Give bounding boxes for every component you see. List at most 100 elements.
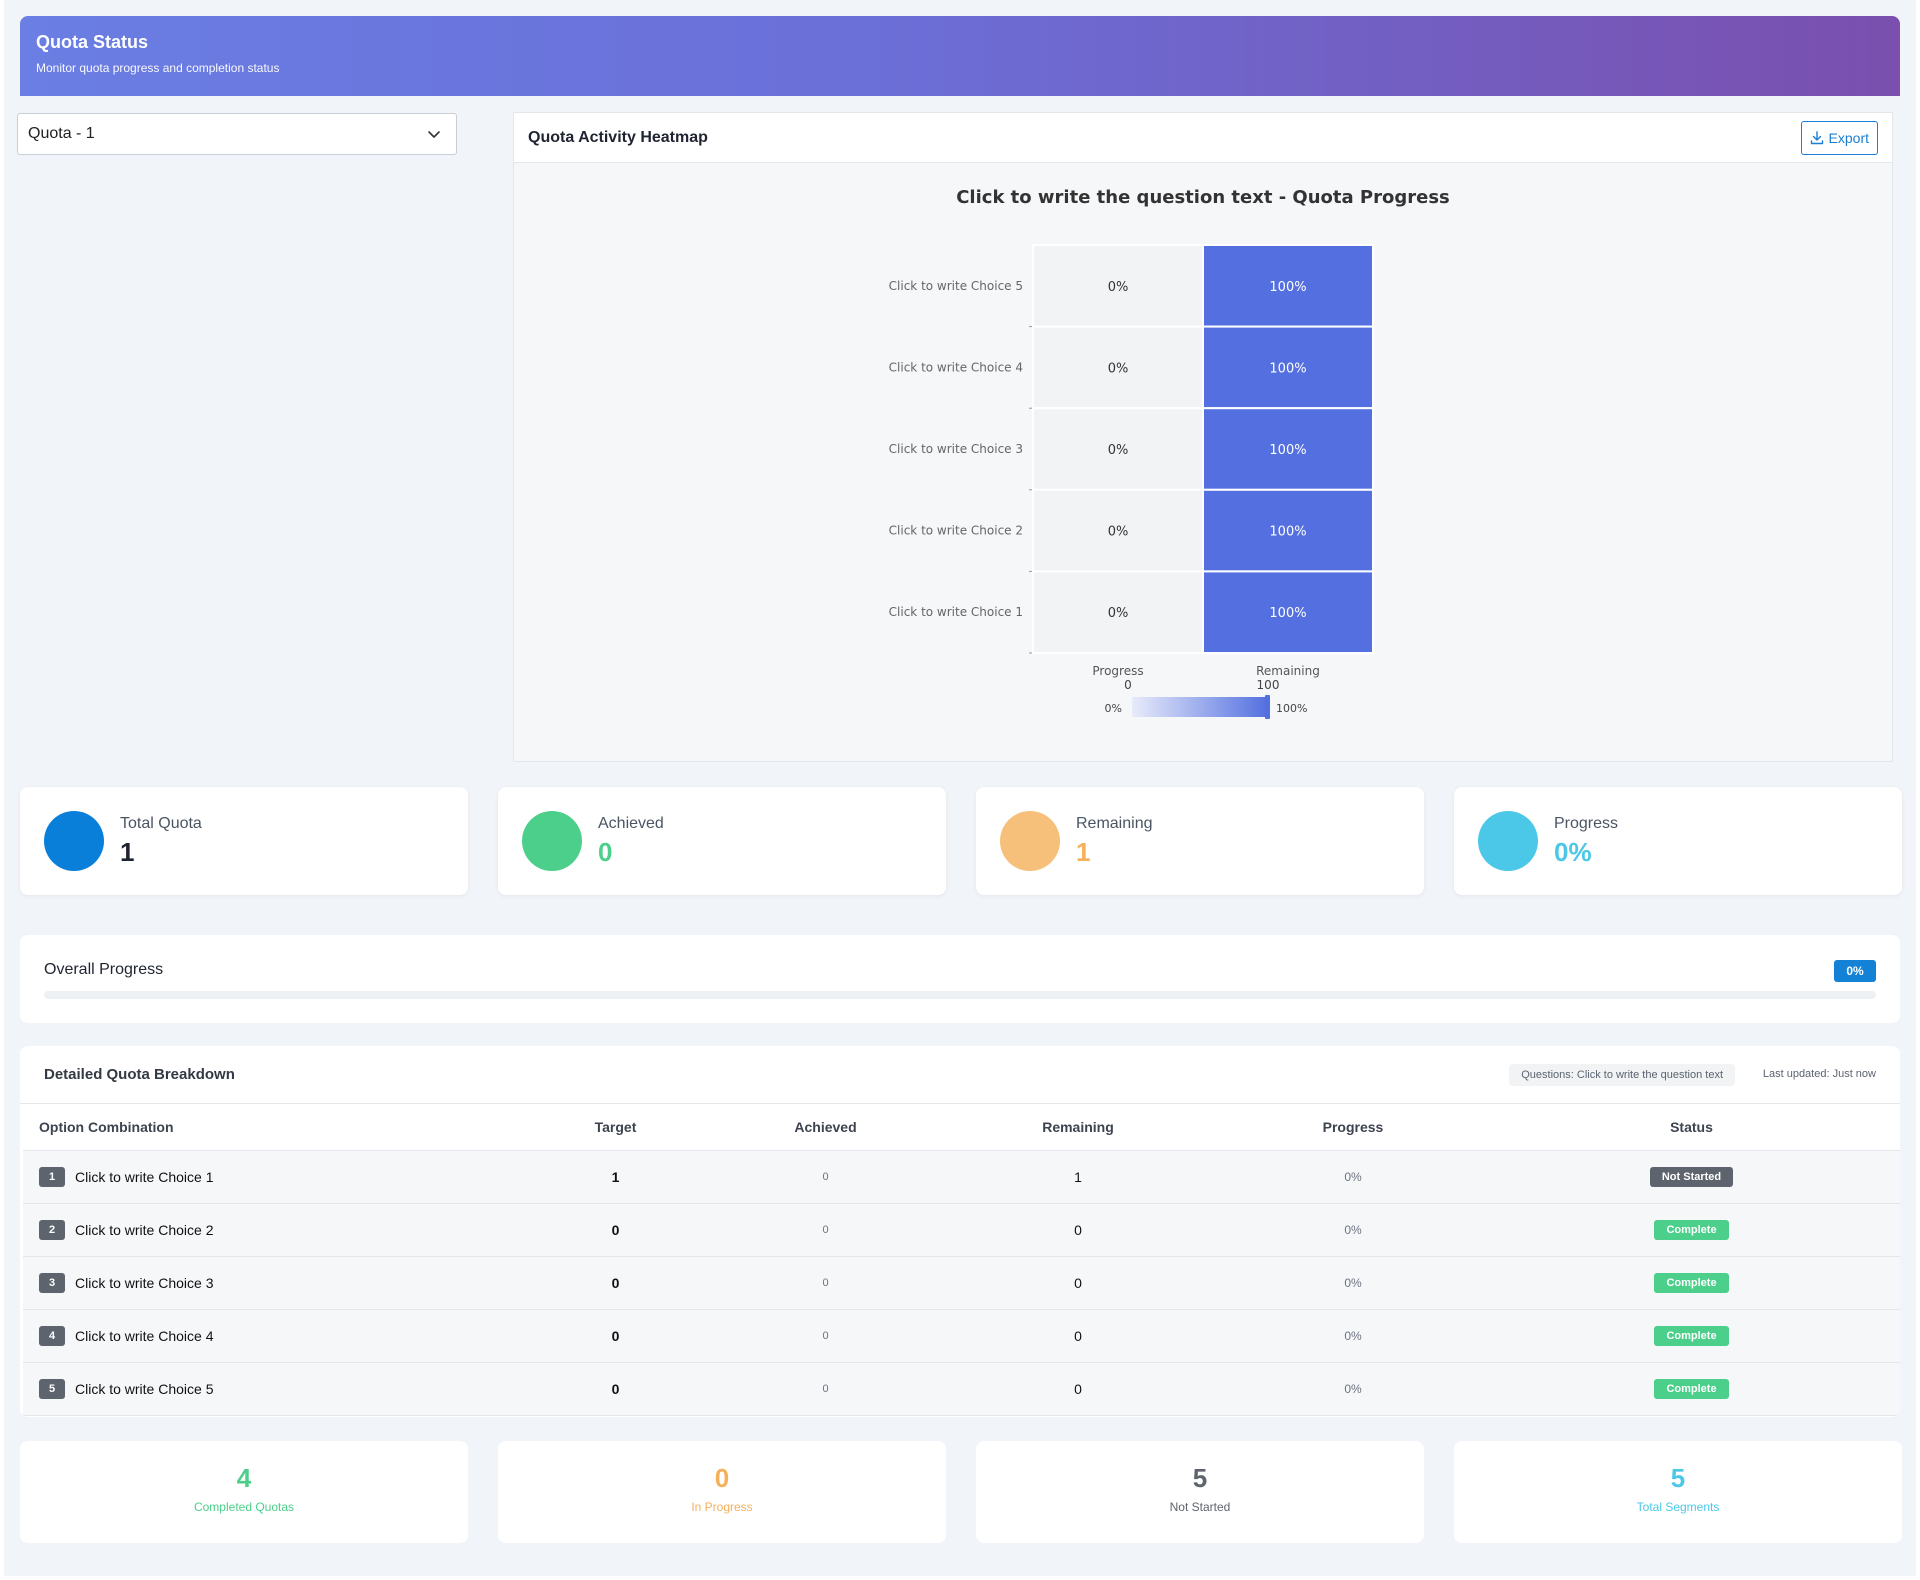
heatmap-card: Quota Activity Heatmap Export Click to w… — [513, 112, 1893, 762]
color-scale-handle — [1265, 695, 1270, 719]
stat-value: 1 — [1076, 837, 1091, 867]
color-scale-min-label: 0% — [1105, 702, 1122, 715]
heatmap-cell-label: 0% — [1108, 361, 1129, 376]
column-header[interactable]: Option Combination — [23, 1104, 513, 1151]
page: Quota Status Monitor quota progress and … — [4, 0, 1916, 1576]
stat-card-achieved: Achieved 0 — [498, 787, 946, 895]
heatmap-cell — [1202, 244, 1374, 328]
status-cell: Complete — [1483, 1362, 1900, 1416]
stat-dot-icon — [1000, 811, 1060, 871]
breakdown-card: Detailed Quota Breakdown Questions: Clic… — [20, 1046, 1900, 1417]
table-row[interactable]: 4 Click to write Choice 4 0 0 0 0% Comple… — [23, 1309, 1900, 1363]
stat-dot-icon — [522, 811, 582, 871]
column-header[interactable]: Achieved — [718, 1104, 933, 1151]
status-cell: Complete — [1483, 1309, 1900, 1363]
row-index-badge: 3 — [39, 1272, 65, 1293]
column-header[interactable]: Status — [1483, 1104, 1900, 1151]
progress-cell: 0% — [1223, 1203, 1483, 1257]
heatmap-card-header: Quota Activity Heatmap Export — [514, 113, 1892, 163]
stat-dot-icon — [1478, 811, 1538, 871]
summary-label: Total Segments — [1636, 1500, 1720, 1514]
progress-cell: 0% — [1223, 1150, 1483, 1204]
color-scale-bar — [1132, 697, 1268, 717]
overall-progress-card: Overall Progress 0% — [20, 935, 1900, 1023]
progress-cell: 0% — [1223, 1309, 1483, 1363]
export-button[interactable]: Export — [1800, 121, 1878, 155]
heatmap-cell — [1032, 570, 1204, 654]
stat-value: 1 — [120, 837, 135, 867]
remaining-cell: 0 — [933, 1362, 1223, 1416]
remaining-cell: 0 — [933, 1256, 1223, 1310]
status-cell: Not Started — [1483, 1150, 1900, 1204]
download-icon — [1810, 131, 1823, 145]
heatmap-cell-label: 100% — [1269, 525, 1306, 540]
stat-label: Achieved — [598, 815, 664, 832]
heatmap-row-label: Click to write Choice 5 — [889, 279, 1023, 293]
quota-select-value: Quota - 1 — [28, 125, 95, 142]
heatmap-cell-label: 100% — [1269, 606, 1306, 621]
heatmap-row-label: Click to write Choice 3 — [889, 442, 1023, 456]
stat-value: 0 — [598, 837, 613, 867]
status-badge: Complete — [1654, 1272, 1729, 1293]
heatmap-cell-label: 0% — [1108, 525, 1129, 540]
table-row[interactable]: 5 Click to write Choice 5 0 0 0 0% Comple… — [23, 1362, 1900, 1416]
heatmap-row-label: Click to write Choice 1 — [889, 605, 1023, 619]
option-cell: 5 Click to write Choice 5 — [23, 1362, 513, 1416]
status-badge: Complete — [1654, 1325, 1729, 1346]
table-header-row: Option Combination Target Achieved Remai… — [23, 1104, 1900, 1151]
overall-progress-title: Overall Progress — [44, 961, 164, 978]
table-row[interactable]: 2 Click to write Choice 2 0 0 0 0% Comple… — [23, 1203, 1900, 1257]
progress-cell: 0% — [1223, 1362, 1483, 1416]
table-row[interactable]: 3 Click to write Choice 3 0 0 0 0% Comple… — [23, 1256, 1900, 1310]
option-label: Click to write Choice 3 — [75, 1274, 214, 1291]
summary-label: In Progress — [691, 1500, 753, 1514]
heatmap-cell-label: 0% — [1108, 280, 1129, 295]
target-cell: 1 — [513, 1150, 718, 1204]
summary-card-total-segments: 5 Total Segments — [1454, 1441, 1902, 1543]
color-scale-max-value: 100 — [1257, 678, 1280, 692]
option-label: Click to write Choice 4 — [75, 1327, 214, 1344]
table-row[interactable]: 1 Click to write Choice 1 1 0 1 0% Not St… — [23, 1150, 1900, 1204]
chevron-down-icon — [428, 131, 440, 138]
stat-label: Progress — [1554, 815, 1619, 832]
summary-value: 5 — [1192, 1463, 1208, 1493]
quota-select[interactable]: Quota - 1 — [17, 113, 457, 155]
stat-card-progress: Progress 0% — [1454, 787, 1902, 895]
heatmap-cell — [1032, 325, 1204, 410]
option-cell: 2 Click to write Choice 2 — [23, 1203, 513, 1257]
remaining-cell: 0 — [933, 1309, 1223, 1363]
heatmap-cell-label: 0% — [1108, 443, 1129, 458]
achieved-cell: 0 — [718, 1256, 933, 1310]
heatmap-cell — [1202, 325, 1374, 410]
summary-value: 0 — [714, 1463, 730, 1493]
column-header[interactable]: Remaining — [933, 1104, 1223, 1151]
color-scale-min-value: 0 — [1124, 678, 1132, 692]
overall-progress-bar — [44, 991, 1876, 999]
stat-card-total-quota: Total Quota 1 — [20, 787, 468, 895]
achieved-cell: 0 — [718, 1150, 933, 1204]
last-updated: Last updated: Just now — [1762, 1068, 1876, 1080]
summary-card-completed: 4 Completed Quotas — [20, 1441, 468, 1543]
summary-card-in-progress: 0 In Progress — [498, 1441, 946, 1543]
page-title: Quota Status — [36, 32, 149, 52]
achieved-cell: 0 — [718, 1309, 933, 1363]
status-badge: Complete — [1654, 1378, 1729, 1399]
remaining-cell: 0 — [933, 1203, 1223, 1257]
breakdown-table: Option Combination Target Achieved Remai… — [23, 1104, 1900, 1416]
row-index-badge: 2 — [39, 1219, 65, 1240]
column-header[interactable]: Progress — [1223, 1104, 1483, 1151]
questions-chip: Questions: Click to write the question t… — [1509, 1064, 1735, 1086]
stat-dot-icon — [44, 811, 104, 871]
summary-value: 5 — [1670, 1463, 1686, 1493]
page-subtitle: Monitor quota progress and completion st… — [36, 61, 280, 75]
column-header[interactable]: Target — [513, 1104, 718, 1151]
target-cell: 0 — [513, 1362, 718, 1416]
heatmap-cell-label: 0% — [1108, 606, 1129, 621]
heatmap-row-label: Click to write Choice 2 — [889, 524, 1023, 538]
heatmap-chart: Click to write the question text - Quota… — [889, 187, 1450, 719]
heatmap-row-label: Click to write Choice 4 — [889, 360, 1023, 374]
heatmap-cell-label: 100% — [1269, 443, 1306, 458]
color-scale-max-label: 100% — [1276, 702, 1307, 715]
heatmap-column-label: Progress — [1092, 664, 1143, 678]
stat-value: 0% — [1554, 837, 1592, 867]
